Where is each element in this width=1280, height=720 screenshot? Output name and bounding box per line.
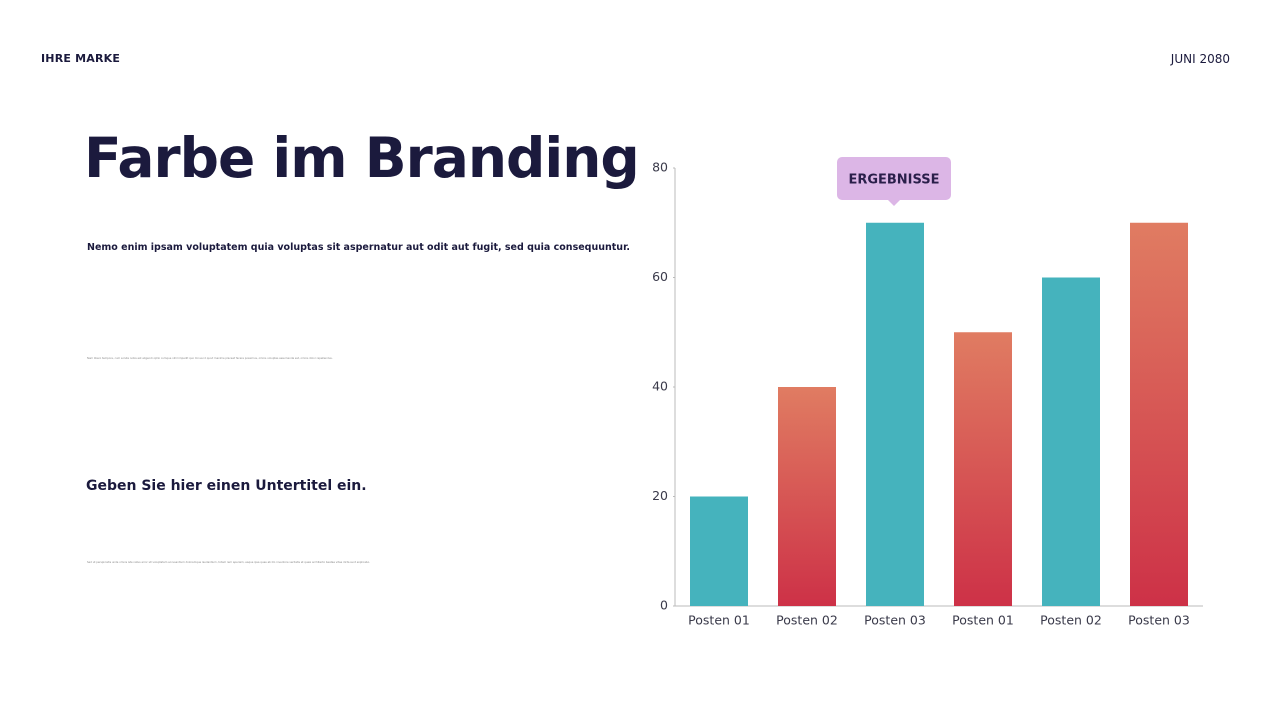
subtitle: Geben Sie hier einen Untertitel ein.	[86, 478, 367, 494]
x-tick-label: Posten 02	[776, 613, 838, 628]
x-tick-label: Posten 01	[952, 613, 1014, 628]
brand: IHRE MARKE	[41, 52, 121, 65]
x-tick-label: Posten 02	[1040, 613, 1102, 628]
bar	[1130, 222, 1188, 606]
x-tick-label: Posten 01	[688, 613, 750, 628]
y-tick-label: 0	[660, 598, 668, 613]
callout-box	[837, 157, 951, 200]
bar	[954, 332, 1012, 606]
y-tick-label: 20	[652, 488, 668, 503]
lead-text: Nemo enim ipsam voluptatem quia voluptas…	[87, 242, 631, 253]
y-tick-label: 80	[652, 160, 668, 175]
x-tick-label: Posten 03	[864, 613, 926, 628]
x-tick-label: Posten 03	[1128, 613, 1190, 628]
bar	[778, 387, 836, 606]
bar	[1042, 277, 1100, 606]
callout: ERGEBNISSE	[837, 157, 951, 206]
body-text: Nam libero tempore, cum soluta nobis est…	[87, 357, 333, 360]
body-text: Sed ut perspiciatis unde omnis iste natu…	[87, 561, 370, 564]
bar	[866, 222, 924, 606]
y-tick-label: 60	[652, 269, 668, 284]
callout-pointer	[888, 200, 900, 206]
annotation: ERGEBNISSE	[848, 173, 939, 188]
title: Farbe im Branding	[84, 126, 640, 190]
y-tick-label: 40	[652, 379, 668, 394]
bar	[690, 496, 748, 606]
date: JUNI 2080	[1170, 52, 1230, 66]
